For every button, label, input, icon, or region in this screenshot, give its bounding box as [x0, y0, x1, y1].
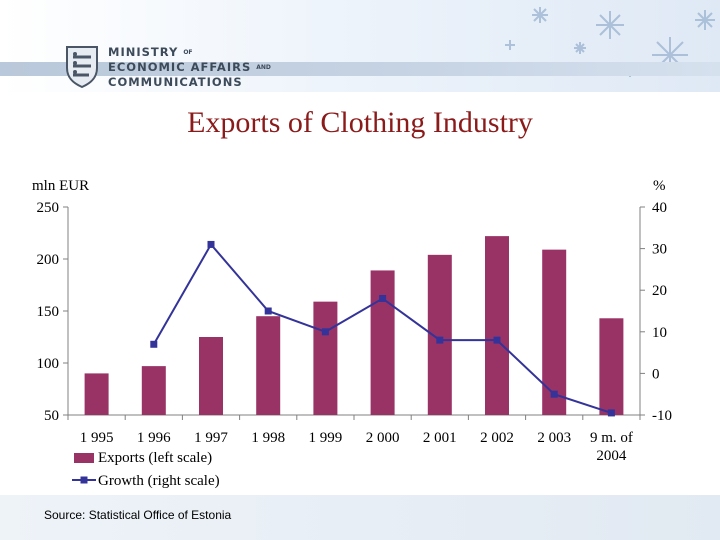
legend-swatch-exports [74, 453, 94, 463]
legend-marker-growth [80, 476, 88, 484]
ministry-line-2: ECONOMIC AFFAIRS [108, 60, 252, 74]
ministry-line-3: COMMUNICATIONS [108, 75, 243, 89]
bar-2-002 [485, 236, 509, 415]
snowflake-decoration-icon [505, 7, 715, 77]
left-tick-label: 200 [37, 252, 60, 268]
growth-point [379, 295, 387, 303]
growth-point [150, 340, 158, 348]
growth-point [607, 409, 615, 417]
left-tick-label: 100 [37, 356, 60, 372]
right-tick-label: 40 [652, 200, 667, 216]
growth-point [493, 336, 501, 344]
left-tick-label: 250 [37, 200, 60, 216]
header-banner: MINISTRY OF ECONOMIC AFFAIRS AND COMMUNI… [0, 0, 720, 92]
bar-1-997 [199, 337, 223, 415]
legend-label-growth: Growth (right scale) [98, 473, 220, 489]
bar-1-998 [256, 316, 281, 415]
growth-point [550, 390, 558, 398]
growth-point [264, 307, 272, 315]
right-tick-label: 20 [652, 283, 667, 299]
ministry-line-1: MINISTRY [108, 45, 179, 59]
left-tick-label: 50 [44, 408, 59, 424]
growth-point [207, 240, 215, 248]
bar-2-000 [370, 270, 395, 415]
x-tick-label: 1 998 [251, 430, 285, 446]
ministry-line-1-small: OF [183, 49, 193, 56]
x-tick-label: 9 m. of 2004 [590, 430, 633, 464]
bar-1-996 [141, 366, 166, 415]
footer-band [0, 495, 720, 540]
ministry-line-2-small: AND [256, 64, 271, 71]
x-tick-label: 1 997 [194, 430, 228, 446]
left-tick-label: 150 [37, 304, 60, 320]
right-tick-label: 10 [652, 325, 667, 341]
right-tick-label: 30 [652, 242, 667, 258]
bar-2-003 [542, 249, 567, 415]
bar-1-999 [313, 301, 338, 415]
right-axis-title: % [653, 178, 666, 194]
ministry-wordmark: MINISTRY OF ECONOMIC AFFAIRS AND COMMUNI… [108, 45, 271, 90]
x-tick-label: 2 002 [480, 430, 514, 446]
bar-9-m-of-2004 [599, 318, 624, 415]
x-tick-label: 1 995 [80, 430, 114, 446]
x-tick-label: 2 003 [537, 430, 571, 446]
growth-point [436, 336, 444, 344]
bar-1-995 [84, 373, 109, 415]
x-tick-label: 2 001 [423, 430, 457, 446]
left-axis-title: mln EUR [32, 178, 89, 194]
legend-label-exports: Exports (left scale) [98, 450, 212, 466]
x-tick-label: 1 999 [309, 430, 343, 446]
coat-of-arms-icon [66, 46, 98, 88]
x-tick-label: 1 996 [137, 430, 171, 446]
chart-title: Exports of Clothing Industry [187, 106, 533, 139]
source-note: Source: Statistical Office of Estonia [44, 508, 232, 522]
right-tick-label: -10 [652, 408, 672, 424]
x-tick-label: 2 000 [366, 430, 400, 446]
header-band [0, 62, 720, 76]
growth-point [321, 328, 329, 336]
right-tick-label: 0 [652, 366, 660, 382]
